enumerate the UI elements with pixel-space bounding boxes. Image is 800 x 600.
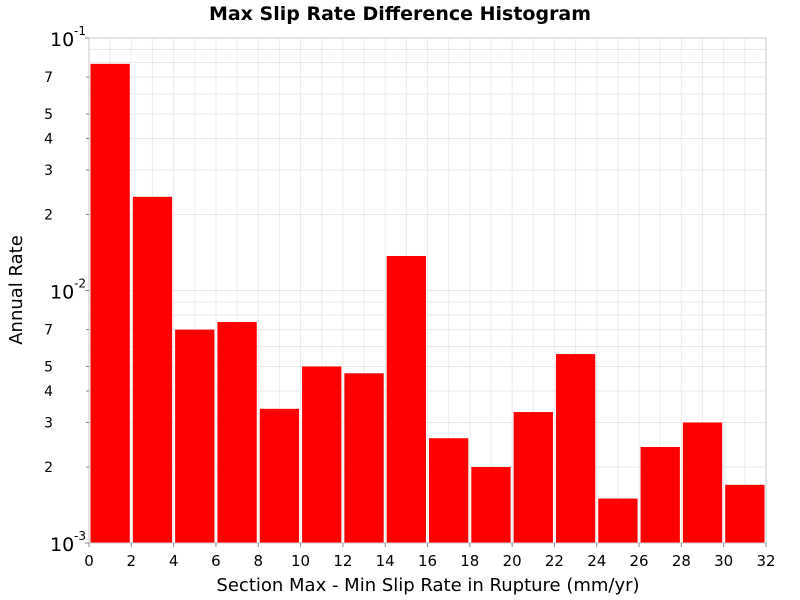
x-tick-label: 32	[756, 552, 775, 570]
x-tick-label: 16	[418, 552, 437, 570]
x-tick-label: 10	[291, 552, 310, 570]
y-tick-label-minor: 2	[44, 460, 53, 476]
y-tick-label-minor: 5	[44, 360, 53, 376]
y-tick-label-exponent: -1	[74, 24, 86, 38]
histogram-bar	[682, 422, 723, 543]
y-axis-label: Annual Rate	[6, 235, 27, 345]
x-tick-label: 4	[169, 552, 179, 570]
y-tick-label-exponent: -3	[74, 529, 86, 543]
y-tick-label-major: 10	[50, 282, 74, 304]
y-tick-label-minor: 2	[44, 207, 53, 223]
histogram-bar	[132, 196, 173, 543]
y-tick-label-minor: 3	[44, 163, 53, 179]
x-tick-label: 26	[630, 552, 649, 570]
x-tick-label: 28	[672, 552, 691, 570]
y-tick-label-minor: 3	[44, 416, 53, 432]
y-tick-label-exponent: -2	[74, 277, 86, 291]
x-tick-label: 2	[127, 552, 137, 570]
x-tick-label: 12	[333, 552, 352, 570]
histogram-bar	[302, 366, 342, 543]
histogram-bar	[640, 446, 680, 543]
histogram-bar	[259, 408, 300, 543]
histogram-bar	[175, 329, 215, 543]
histogram-bar	[471, 466, 511, 543]
x-tick-label: 8	[253, 552, 263, 570]
x-tick-label: 24	[587, 552, 606, 570]
x-axis-ticks: 0 2 4 6 8 10 12 14 16 18 20 22 24 26 28 30 32	[84, 543, 776, 570]
x-axis-label: Section Max - Min Slip Rate in Rupture (…	[216, 575, 639, 596]
x-tick-label: 0	[84, 552, 94, 570]
y-tick-label-major: 10	[50, 534, 74, 556]
histogram-bar	[513, 412, 553, 543]
y-tick-label-minor: 4	[44, 131, 53, 147]
x-tick-label: 20	[503, 552, 522, 570]
histogram-bar	[217, 322, 257, 543]
histogram-bar	[90, 63, 130, 544]
y-tick-label-minor: 4	[44, 384, 53, 400]
x-tick-label: 6	[211, 552, 221, 570]
histogram-bar	[725, 484, 765, 543]
y-tick-label-minor: 7	[44, 70, 53, 86]
y-tick-label-major: 10	[50, 29, 74, 51]
histogram-bar	[429, 438, 469, 543]
histogram-bar	[344, 373, 384, 543]
histogram-bar	[386, 255, 426, 543]
y-tick-label-minor: 7	[44, 323, 53, 339]
histogram-bar	[555, 354, 596, 543]
x-tick-label: 18	[460, 552, 479, 570]
x-tick-label: 14	[376, 552, 395, 570]
histogram-bar	[598, 498, 638, 543]
bars	[90, 63, 765, 544]
chart-title: Max Slip Rate Difference Histogram	[209, 3, 591, 25]
x-tick-label: 22	[545, 552, 564, 570]
y-tick-label-minor: 5	[44, 107, 53, 123]
x-tick-label: 30	[714, 552, 733, 570]
